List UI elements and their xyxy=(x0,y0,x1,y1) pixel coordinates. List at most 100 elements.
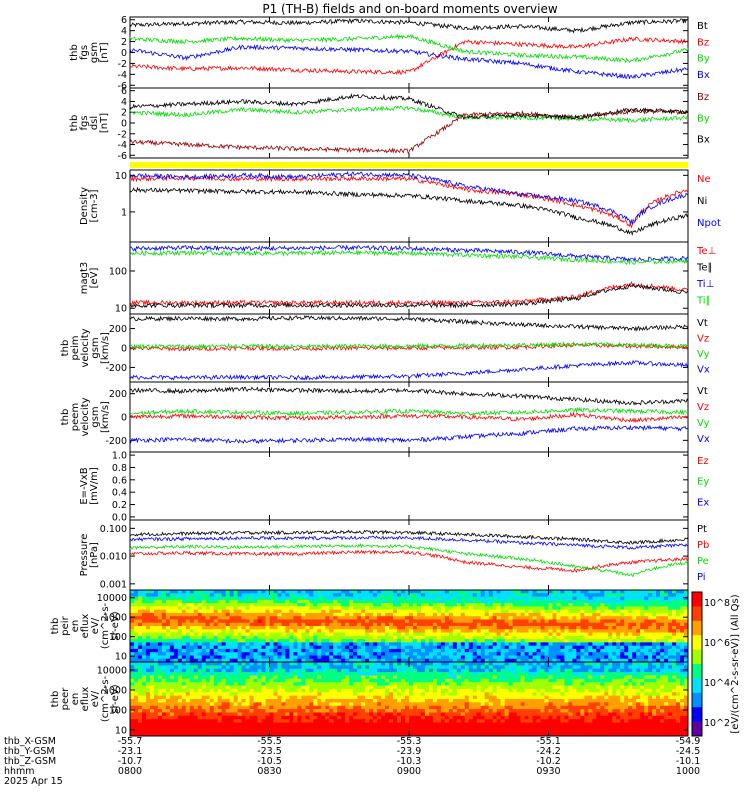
heatmap-cell xyxy=(173,609,179,614)
heatmap-cell xyxy=(393,725,398,730)
heatmap-cell xyxy=(405,675,410,680)
heatmap-cell xyxy=(153,629,159,633)
heatmap-cell xyxy=(468,655,474,660)
heatmap-cell xyxy=(616,629,621,633)
heatmap-cell xyxy=(137,715,143,720)
heatmap-cell xyxy=(680,652,685,656)
heatmap-cell xyxy=(217,719,223,723)
heatmap-cell xyxy=(620,609,625,614)
heatmap-cell xyxy=(169,688,175,693)
heatmap-cell xyxy=(273,635,278,640)
legend-fgs_dsl-By: By xyxy=(697,113,710,124)
heatmap-cell xyxy=(652,645,657,650)
heatmap-cell xyxy=(241,616,246,620)
heatmap-cell xyxy=(173,672,179,676)
heatmap-cell xyxy=(624,652,629,656)
heatmap-cell xyxy=(209,599,215,604)
heatmap-cell xyxy=(412,662,418,666)
heatmap-cell xyxy=(321,612,326,617)
heatmap-cell xyxy=(273,688,278,693)
heatmap-cell xyxy=(261,672,266,676)
heatmap-cell xyxy=(313,599,318,604)
heatmap-cell xyxy=(205,725,211,730)
heatmap-cell xyxy=(157,612,163,617)
heatmap-cell xyxy=(165,699,171,703)
heatmap-cell xyxy=(221,702,227,707)
heatmap-cell xyxy=(285,678,290,683)
heatmap-cell xyxy=(508,658,514,663)
heatmap-cell xyxy=(321,645,326,650)
heatmap-cell xyxy=(345,606,350,611)
heatmap-cell xyxy=(440,652,446,656)
heatmap-cell xyxy=(281,629,286,633)
heatmap-cell xyxy=(241,619,246,624)
heatmap-cell xyxy=(341,678,346,683)
heatmap-cell xyxy=(309,658,314,663)
heatmap-cell xyxy=(225,682,231,686)
heatmap-cell xyxy=(137,635,143,640)
heatmap-cell xyxy=(444,639,450,643)
heatmap-cell xyxy=(500,619,506,624)
heatmap-cell xyxy=(213,712,219,717)
heatmap-cell xyxy=(301,709,306,713)
heatmap-cell xyxy=(676,612,681,617)
heatmap-cell xyxy=(253,635,258,640)
heatmap-cell xyxy=(508,616,514,620)
heatmap-cell xyxy=(301,616,306,620)
heatmap-cell xyxy=(644,593,649,597)
heatmap-cell xyxy=(460,632,466,637)
heatmap-cell xyxy=(612,609,617,614)
heatmap-cell xyxy=(193,675,199,680)
heatmap-cell xyxy=(213,635,219,640)
heatmap-cell xyxy=(568,639,573,643)
heatmap-cell xyxy=(313,648,318,653)
heatmap-cell xyxy=(492,645,498,650)
heatmap-cell xyxy=(524,632,529,637)
heatmap-cell xyxy=(197,732,203,737)
heatmap-cell xyxy=(560,626,565,630)
heatmap-cell xyxy=(313,695,318,700)
heatmap-cell xyxy=(500,606,506,611)
heatmap-cell xyxy=(500,616,506,620)
heatmap-cell xyxy=(588,593,593,597)
heatmap-cell xyxy=(229,626,235,630)
heatmap-cell xyxy=(572,616,577,620)
heatmap-cell xyxy=(640,596,645,601)
heatmap-cell xyxy=(261,729,266,734)
heatmap-cell xyxy=(265,688,270,693)
heatmap-cell xyxy=(237,642,242,647)
heatmap-cell xyxy=(448,596,454,601)
heatmap-cell xyxy=(221,725,227,730)
heatmap-cell xyxy=(668,626,673,630)
heatmap-cell xyxy=(225,642,231,647)
heatmap-cell xyxy=(412,645,418,650)
heatmap-cell xyxy=(245,606,250,611)
heatmap-cell xyxy=(564,642,569,647)
heatmap-cell xyxy=(293,635,298,640)
heatmap-cell xyxy=(397,662,402,666)
heatmap-cell xyxy=(357,682,362,686)
heatmap-cell xyxy=(201,626,207,630)
heatmap-cell xyxy=(221,603,227,607)
heatmap-cell xyxy=(261,715,266,720)
heatmap-cell xyxy=(269,678,274,683)
heatmap-cell xyxy=(301,619,306,624)
heatmap-cell xyxy=(185,590,191,594)
heatmap-cell xyxy=(472,635,478,640)
heatmap-cell xyxy=(265,685,270,690)
heatmap-cell xyxy=(225,729,231,734)
heatmap-cell xyxy=(281,732,286,737)
heatmap-cell xyxy=(309,603,314,607)
heatmap-cell xyxy=(205,729,211,734)
heatmap-cell xyxy=(169,658,175,663)
heatmap-cell xyxy=(564,658,569,663)
heatmap-cell xyxy=(349,719,354,723)
heatmap-cell xyxy=(401,729,406,734)
heatmap-cell xyxy=(572,609,577,614)
heatmap-cell xyxy=(684,619,689,624)
heatmap-cell xyxy=(137,702,143,707)
heatmap-cell xyxy=(281,685,286,690)
heatmap-cell xyxy=(205,609,211,614)
heatmap-cell xyxy=(253,705,258,710)
heatmap-cell xyxy=(209,715,215,720)
